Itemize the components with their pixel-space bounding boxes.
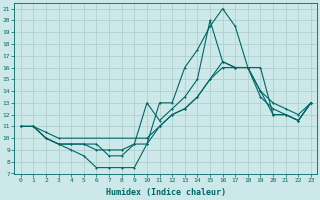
X-axis label: Humidex (Indice chaleur): Humidex (Indice chaleur) xyxy=(106,188,226,197)
